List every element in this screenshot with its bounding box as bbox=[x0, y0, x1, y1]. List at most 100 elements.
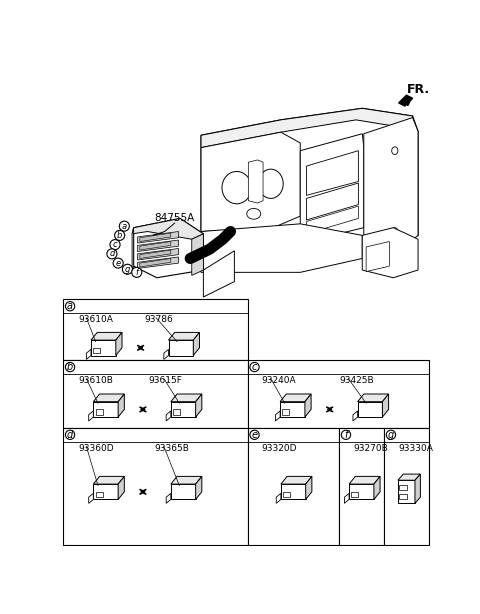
Polygon shape bbox=[306, 476, 312, 500]
FancyBboxPatch shape bbox=[283, 492, 290, 497]
Circle shape bbox=[250, 362, 259, 371]
Polygon shape bbox=[358, 394, 389, 402]
Text: 93320D: 93320D bbox=[262, 444, 297, 453]
FancyBboxPatch shape bbox=[93, 348, 100, 353]
Polygon shape bbox=[140, 250, 171, 258]
Circle shape bbox=[110, 239, 120, 250]
Polygon shape bbox=[164, 349, 168, 359]
Polygon shape bbox=[415, 474, 420, 503]
Polygon shape bbox=[201, 132, 300, 231]
Polygon shape bbox=[399, 95, 413, 106]
Polygon shape bbox=[89, 493, 93, 503]
Text: d: d bbox=[109, 249, 115, 258]
Text: f: f bbox=[135, 268, 138, 277]
Circle shape bbox=[120, 221, 130, 231]
Polygon shape bbox=[204, 251, 234, 297]
Text: 93365B: 93365B bbox=[155, 444, 190, 453]
Polygon shape bbox=[63, 360, 248, 428]
Polygon shape bbox=[171, 402, 196, 417]
FancyBboxPatch shape bbox=[173, 410, 180, 415]
Polygon shape bbox=[118, 394, 124, 417]
Text: 93610A: 93610A bbox=[79, 316, 113, 324]
Text: 93330A: 93330A bbox=[398, 444, 433, 453]
Polygon shape bbox=[171, 484, 196, 500]
Circle shape bbox=[386, 430, 396, 440]
Text: c: c bbox=[113, 240, 117, 249]
Polygon shape bbox=[201, 224, 362, 273]
Polygon shape bbox=[93, 484, 118, 500]
Polygon shape bbox=[140, 241, 171, 250]
Polygon shape bbox=[345, 493, 349, 503]
FancyBboxPatch shape bbox=[96, 492, 103, 497]
Polygon shape bbox=[171, 394, 202, 402]
Polygon shape bbox=[276, 493, 281, 503]
Polygon shape bbox=[398, 474, 420, 480]
Polygon shape bbox=[374, 476, 380, 500]
Polygon shape bbox=[89, 411, 93, 421]
Polygon shape bbox=[93, 476, 124, 484]
Polygon shape bbox=[384, 428, 429, 545]
Polygon shape bbox=[201, 108, 413, 147]
Text: g: g bbox=[388, 430, 394, 440]
Circle shape bbox=[65, 430, 75, 440]
Text: 93786: 93786 bbox=[144, 316, 173, 324]
Polygon shape bbox=[349, 484, 374, 500]
Polygon shape bbox=[91, 340, 116, 356]
Polygon shape bbox=[280, 394, 311, 402]
Text: 93270B: 93270B bbox=[353, 444, 388, 453]
Polygon shape bbox=[168, 332, 200, 340]
Circle shape bbox=[132, 267, 142, 278]
Polygon shape bbox=[353, 411, 358, 421]
FancyBboxPatch shape bbox=[96, 410, 103, 415]
Polygon shape bbox=[133, 219, 204, 278]
Polygon shape bbox=[398, 480, 415, 503]
Polygon shape bbox=[248, 428, 339, 545]
Circle shape bbox=[65, 301, 75, 311]
Polygon shape bbox=[116, 332, 122, 356]
Polygon shape bbox=[171, 476, 202, 484]
Polygon shape bbox=[306, 183, 359, 220]
Polygon shape bbox=[281, 476, 312, 484]
Circle shape bbox=[250, 430, 259, 440]
Polygon shape bbox=[196, 476, 202, 500]
Text: a: a bbox=[122, 222, 127, 231]
Polygon shape bbox=[366, 241, 389, 271]
Text: FR.: FR. bbox=[407, 83, 431, 96]
Polygon shape bbox=[168, 340, 193, 356]
Text: 93610B: 93610B bbox=[79, 376, 113, 386]
Polygon shape bbox=[91, 332, 122, 340]
Polygon shape bbox=[364, 117, 418, 258]
Polygon shape bbox=[140, 258, 171, 267]
FancyBboxPatch shape bbox=[282, 410, 289, 415]
Circle shape bbox=[115, 230, 125, 241]
Polygon shape bbox=[358, 402, 383, 417]
Text: d: d bbox=[67, 430, 73, 440]
Polygon shape bbox=[140, 233, 171, 241]
Circle shape bbox=[341, 430, 350, 440]
Polygon shape bbox=[196, 394, 202, 417]
Circle shape bbox=[122, 264, 132, 274]
Polygon shape bbox=[306, 206, 359, 234]
Polygon shape bbox=[132, 228, 133, 270]
Text: e: e bbox=[252, 430, 258, 440]
Polygon shape bbox=[63, 299, 248, 360]
Polygon shape bbox=[201, 108, 418, 270]
Polygon shape bbox=[93, 402, 118, 417]
Polygon shape bbox=[383, 394, 389, 417]
Polygon shape bbox=[276, 411, 280, 421]
Text: g: g bbox=[125, 265, 130, 274]
Polygon shape bbox=[132, 219, 204, 239]
Text: b: b bbox=[67, 362, 73, 372]
Polygon shape bbox=[86, 349, 91, 359]
Text: a: a bbox=[67, 301, 73, 311]
Text: b: b bbox=[117, 231, 122, 240]
Polygon shape bbox=[137, 231, 179, 243]
Polygon shape bbox=[166, 411, 171, 421]
Text: 93360D: 93360D bbox=[79, 444, 114, 453]
Polygon shape bbox=[166, 493, 171, 503]
Text: c: c bbox=[252, 362, 257, 372]
Polygon shape bbox=[63, 428, 248, 545]
Circle shape bbox=[107, 249, 117, 259]
FancyBboxPatch shape bbox=[351, 492, 359, 497]
Polygon shape bbox=[137, 257, 179, 268]
